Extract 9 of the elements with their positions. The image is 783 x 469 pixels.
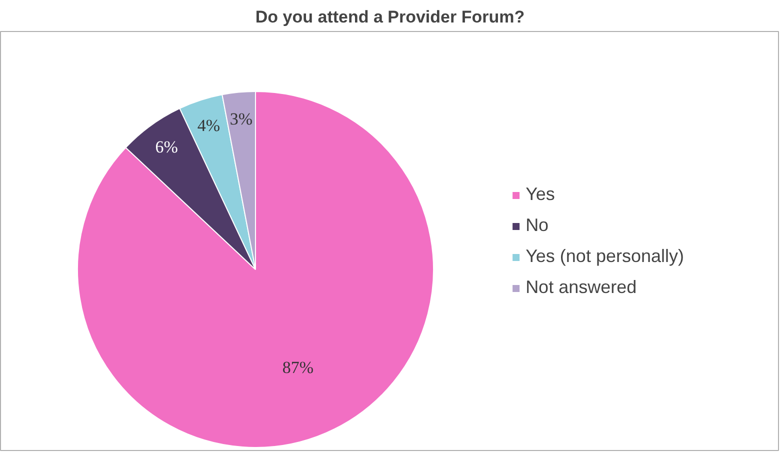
- chart-title: Do you attend a Provider Forum?: [255, 8, 525, 26]
- data-label: 4%: [197, 116, 220, 136]
- data-label: 87%: [282, 358, 314, 378]
- data-label: 6%: [155, 138, 178, 157]
- legend-label: Yes: [526, 184, 555, 205]
- legend-label: No: [526, 215, 549, 236]
- legend-label: Not answered: [526, 277, 637, 298]
- data-label: 3%: [230, 109, 253, 128]
- legend-label: Yes (not personally): [526, 246, 684, 267]
